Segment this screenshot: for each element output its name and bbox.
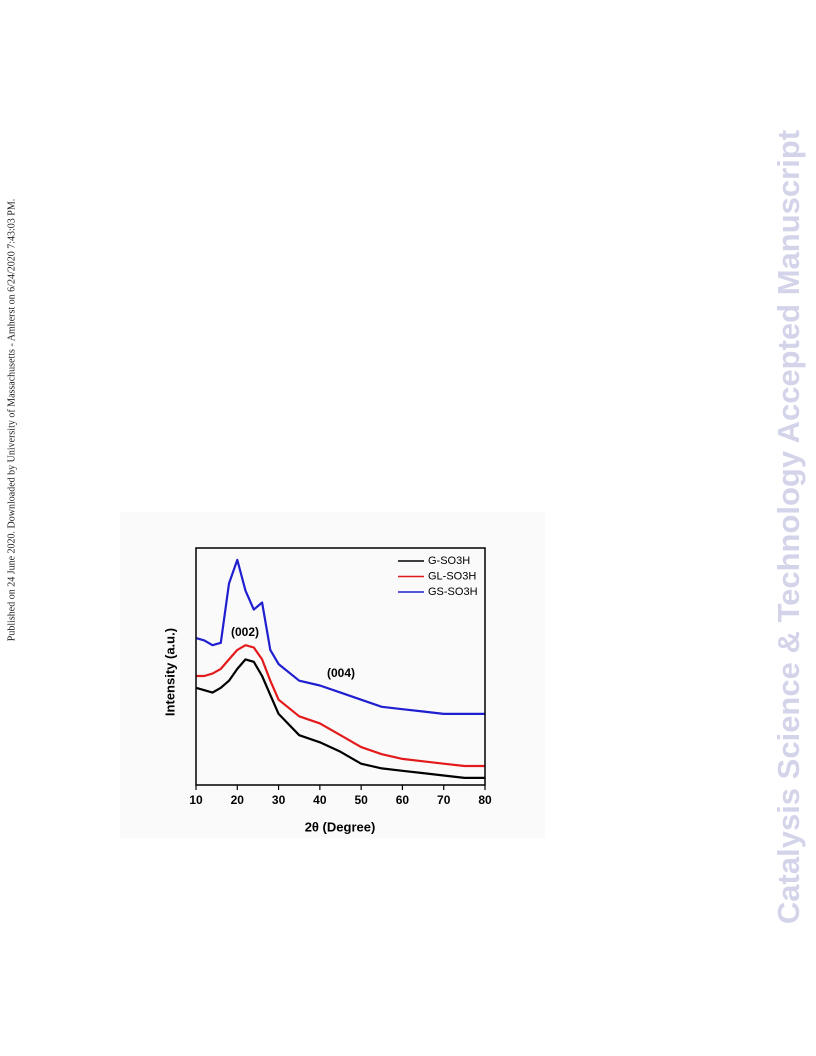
legend-label: G-SO3H <box>428 555 470 567</box>
legend-label: GL-SO3H <box>428 570 476 582</box>
peak-annotation: (002) <box>231 625 259 639</box>
x-axis-label: 2θ (Degree) <box>305 819 376 834</box>
x-tick-label: 70 <box>437 793 451 807</box>
figure-background <box>120 512 545 838</box>
x-tick-label: 60 <box>396 793 410 807</box>
series-line <box>196 644 485 768</box>
series-line <box>195 658 485 779</box>
x-tick-label: 40 <box>313 793 327 807</box>
series-line <box>195 558 485 715</box>
y-axis-label: Intensity (a.u.) <box>162 628 177 716</box>
plot-frame <box>195 547 486 786</box>
x-tick-label: 30 <box>272 793 286 807</box>
legend-label: GS-SO3H <box>428 586 478 598</box>
x-tick-label: 80 <box>478 793 492 807</box>
peak-annotation: (004) <box>327 666 355 680</box>
x-tick-label: 50 <box>354 793 368 807</box>
x-tick-label: 20 <box>231 793 245 807</box>
x-tick-label: 10 <box>189 793 203 807</box>
